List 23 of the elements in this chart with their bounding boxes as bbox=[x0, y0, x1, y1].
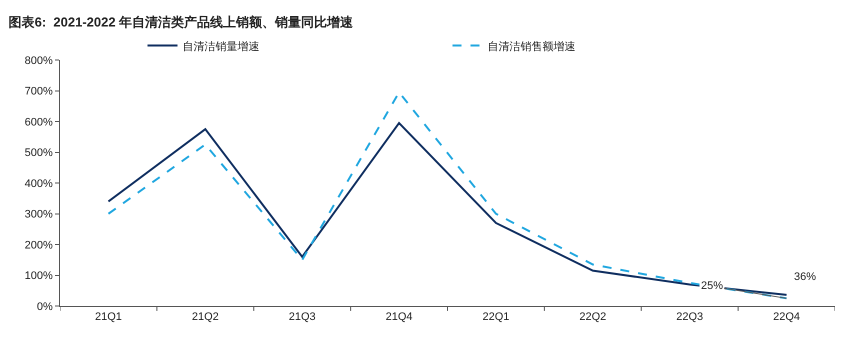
x-tick-label: 21Q2 bbox=[192, 311, 219, 324]
legend-label: 自清洁销量增速 bbox=[182, 40, 260, 53]
x-tick-label: 21Q4 bbox=[386, 311, 413, 324]
annotation: 36% bbox=[794, 271, 816, 283]
y-tick-label: 500% bbox=[24, 147, 54, 160]
x-tick-label: 21Q3 bbox=[288, 311, 316, 324]
y-tick-label: 100% bbox=[24, 270, 54, 282]
y-tick-label: 700% bbox=[24, 86, 54, 98]
y-tick-label: 400% bbox=[24, 178, 54, 190]
x-tick-label: 22Q2 bbox=[579, 311, 606, 324]
x-tick-label: 21Q1 bbox=[94, 311, 122, 324]
x-tick-label: 22Q3 bbox=[676, 311, 704, 324]
y-tick-label: 300% bbox=[24, 208, 54, 221]
line-series bbox=[107, 122, 788, 296]
x-tick-label: 22Q1 bbox=[482, 311, 510, 324]
chart-title: 图表6: 2021-2022 年自清洁类产品线上销额、销量同比增速 bbox=[8, 14, 354, 30]
y-tick-label: 800% bbox=[24, 54, 54, 67]
x-tick-label: 22Q4 bbox=[773, 311, 800, 324]
legend-label: 自清洁销售额增速 bbox=[488, 40, 576, 53]
y-tick-label: 600% bbox=[24, 116, 54, 128]
y-tick-label: 200% bbox=[24, 239, 54, 252]
annotation: 25% bbox=[701, 280, 724, 292]
y-tick-label: 0% bbox=[36, 300, 54, 313]
